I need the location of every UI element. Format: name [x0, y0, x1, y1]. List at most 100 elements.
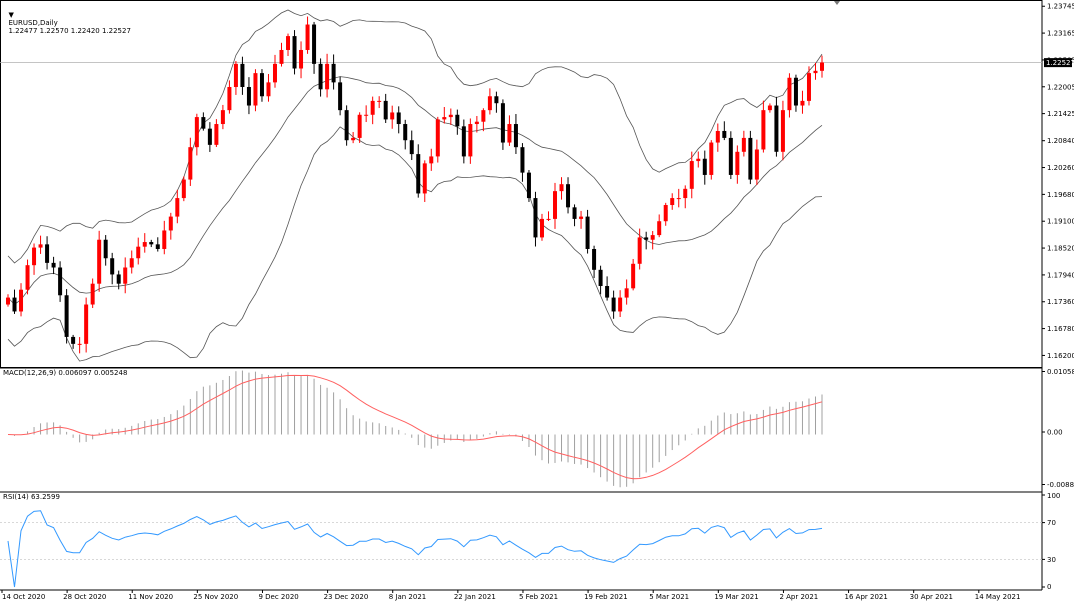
candle-body	[754, 149, 759, 180]
candle	[279, 42, 284, 67]
candle	[624, 279, 629, 305]
candle-body	[461, 126, 466, 157]
date-tick-label: 16 Apr 2021	[845, 593, 888, 601]
rsi-axis-label: 30	[1047, 556, 1056, 564]
candle	[702, 150, 707, 185]
current-price-label: 1.22527	[1046, 59, 1074, 67]
candle	[240, 56, 245, 95]
candle	[155, 237, 160, 252]
candle-body	[767, 105, 772, 111]
price-tick-label: 1.19680	[1047, 191, 1074, 199]
candle	[396, 106, 401, 134]
candle	[162, 220, 167, 255]
candle	[442, 107, 447, 124]
date-tick-label: 23 Dec 2020	[324, 593, 369, 601]
candle-body	[526, 172, 531, 199]
dropdown-triangle-icon[interactable]: ▼	[8, 11, 14, 19]
date-tick-label: 11 Nov 2020	[128, 593, 173, 601]
candle-body	[598, 269, 603, 287]
candle	[579, 210, 584, 229]
candle	[513, 114, 518, 154]
date-tick-label: 19 Feb 2021	[584, 593, 628, 601]
candle-body	[325, 63, 330, 90]
date-tick-label: 28 Oct 2020	[63, 593, 106, 601]
candle	[90, 278, 95, 309]
candle-body	[272, 63, 277, 83]
candle-body	[32, 247, 37, 266]
candle-body	[448, 114, 453, 118]
candle-body	[259, 73, 264, 97]
candle-body	[103, 239, 108, 259]
date-tick-label: 25 Nov 2020	[193, 593, 238, 601]
candle-body	[592, 248, 597, 270]
candle-body	[741, 137, 746, 152]
candle-body	[318, 63, 323, 90]
candle	[403, 119, 408, 150]
candle	[123, 257, 128, 294]
candle	[494, 91, 499, 113]
candle	[168, 212, 173, 240]
candle-body	[683, 188, 688, 199]
candle-body	[240, 63, 245, 88]
candle-body	[800, 100, 805, 106]
candle-body	[403, 124, 408, 141]
candle	[312, 21, 317, 74]
macd-axis-label: -0.008894	[1047, 481, 1074, 489]
candle-body	[175, 198, 180, 217]
rsi-panel: 100 70 30 0	[0, 492, 1060, 591]
candle-body	[396, 112, 401, 125]
date-tick-label: 8 Jan 2021	[389, 593, 427, 601]
bollinger-upper-band	[7, 9, 823, 264]
candle	[409, 130, 414, 161]
candle	[507, 115, 512, 146]
candle	[435, 116, 440, 163]
candle-body	[51, 262, 56, 268]
candle	[592, 245, 597, 279]
candle-body	[194, 117, 199, 148]
candle-body	[605, 286, 610, 298]
candle-body	[233, 63, 238, 88]
candle-body	[207, 128, 212, 145]
candle	[71, 334, 76, 349]
candle	[299, 41, 304, 79]
price-axis: 1.237451.231651.225851.220051.214251.208…	[0, 3, 1074, 360]
candle-body	[12, 297, 17, 312]
price-tick-label: 1.23745	[1047, 3, 1074, 11]
candle	[51, 256, 56, 275]
candle-body	[663, 205, 668, 222]
candle-body	[422, 163, 427, 194]
candle	[657, 214, 662, 238]
candle	[813, 62, 818, 80]
candle-body	[364, 114, 369, 116]
price-tick-label: 1.22005	[1047, 83, 1074, 91]
candle-body	[129, 258, 134, 268]
candle-body	[312, 24, 317, 64]
price-tick-label: 1.23165	[1047, 30, 1074, 38]
candle	[116, 270, 121, 290]
candle-body	[553, 191, 558, 219]
candle	[741, 130, 746, 157]
candle	[474, 115, 479, 133]
candle-body	[624, 288, 629, 298]
candle-body	[442, 117, 447, 120]
candle	[715, 123, 720, 152]
candle	[735, 145, 740, 184]
candle	[253, 69, 258, 112]
candle	[181, 176, 186, 202]
rsi-axis-label: 0	[1047, 583, 1051, 591]
candles-group[interactable]	[6, 16, 824, 354]
candle-body	[253, 73, 258, 106]
candle-body	[286, 36, 291, 50]
candle-body	[793, 77, 798, 106]
candle	[422, 160, 427, 202]
candle	[670, 193, 675, 210]
candle	[292, 30, 297, 75]
candle	[605, 276, 610, 301]
candle	[455, 109, 460, 135]
candle-body	[676, 198, 681, 200]
candle-body	[351, 137, 356, 141]
main-header: ▼ EURUSD,Daily 1.22477 1.22570 1.22420 1…	[4, 3, 130, 35]
candle	[227, 80, 232, 114]
candle	[533, 191, 538, 247]
